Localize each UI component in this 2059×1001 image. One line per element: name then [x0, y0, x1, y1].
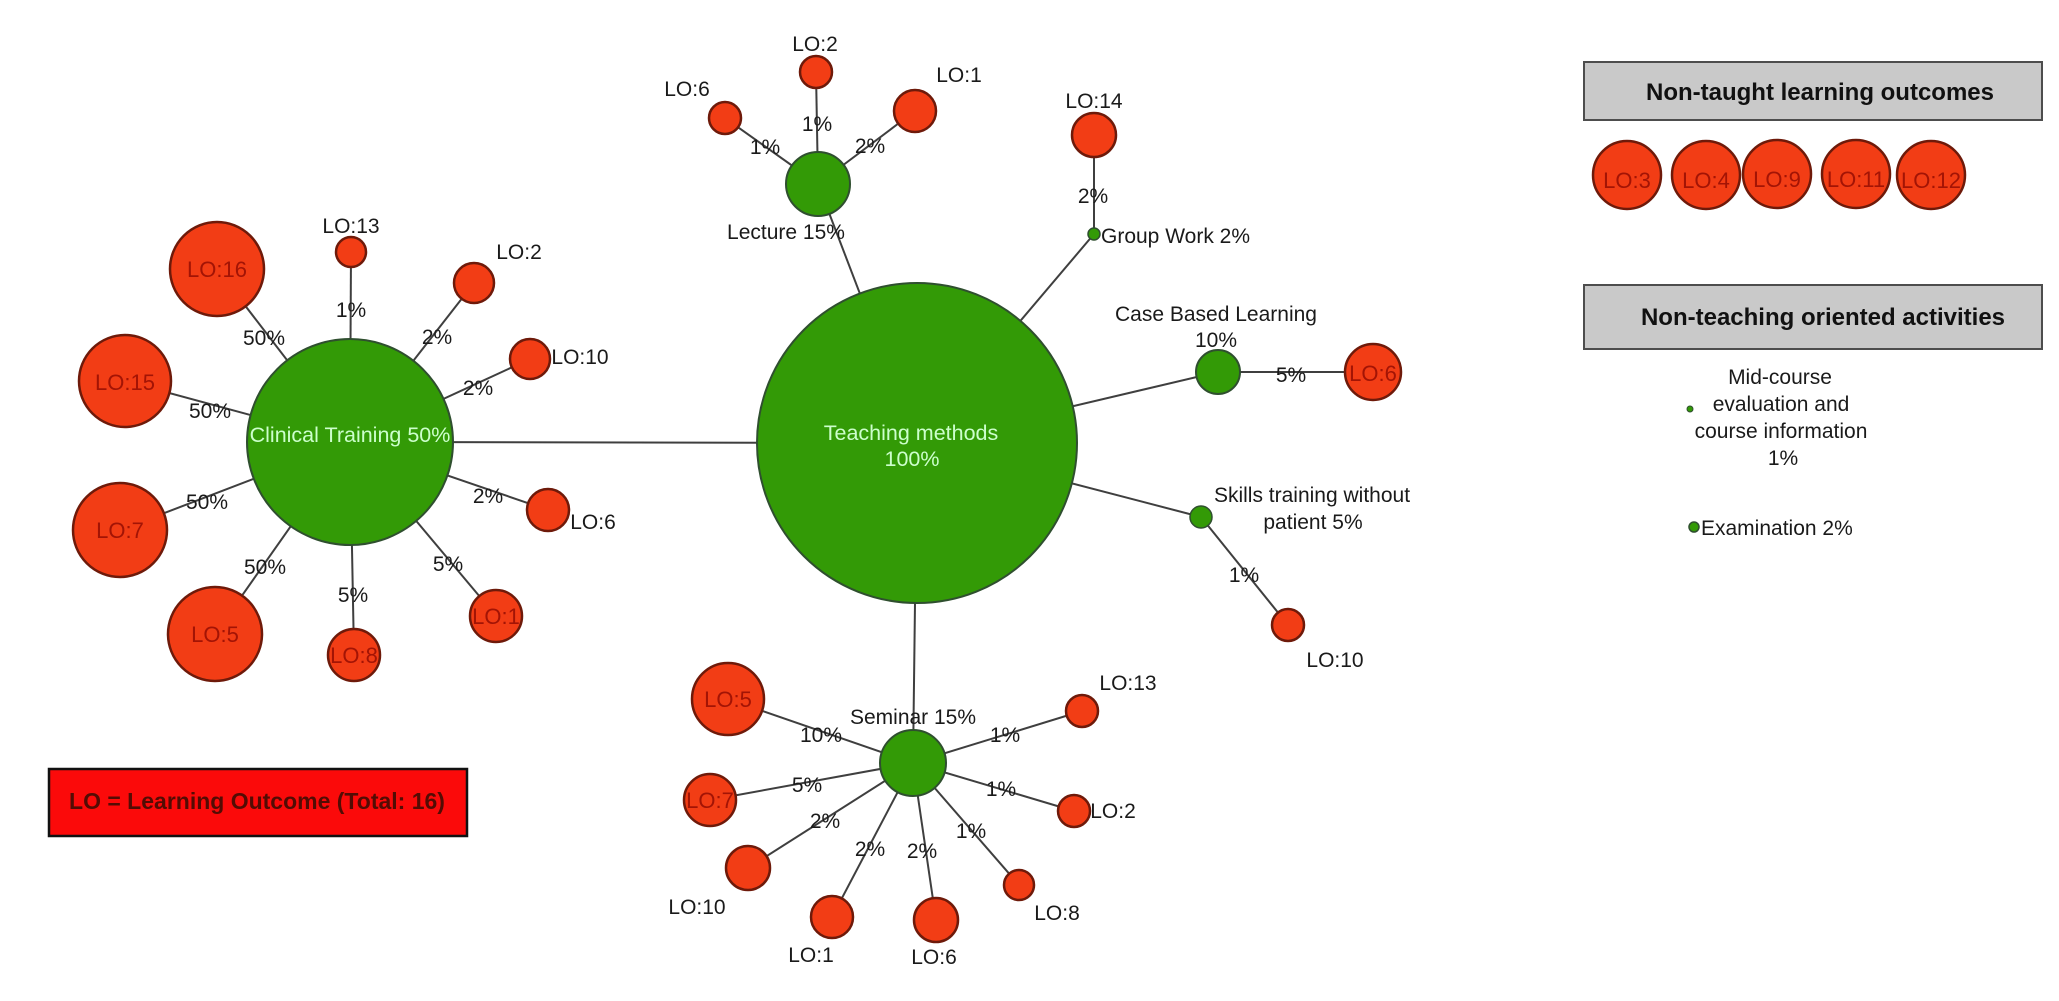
svg-text:1%: 1% — [986, 778, 1016, 801]
svg-text:50%: 50% — [243, 327, 285, 350]
svg-text:10%: 10% — [1195, 329, 1237, 352]
svg-text:50%: 50% — [244, 556, 286, 579]
svg-text:LO:7: LO:7 — [96, 518, 144, 543]
svg-text:patient 5%: patient 5% — [1263, 511, 1362, 534]
svg-text:LO:2: LO:2 — [1090, 800, 1136, 823]
svg-text:Examination 2%: Examination 2% — [1701, 517, 1853, 540]
svg-text:LO:16: LO:16 — [187, 257, 247, 282]
svg-text:2%: 2% — [1078, 185, 1108, 208]
svg-text:LO:12: LO:12 — [1901, 168, 1961, 193]
svg-text:2%: 2% — [463, 377, 493, 400]
svg-text:LO:1: LO:1 — [936, 64, 982, 87]
svg-text:50%: 50% — [189, 400, 231, 423]
svg-text:10%: 10% — [800, 724, 842, 747]
svg-text:LO:1: LO:1 — [788, 944, 834, 967]
svg-text:Skills training without: Skills training without — [1214, 484, 1410, 507]
svg-text:Lecture 15%: Lecture 15% — [727, 221, 845, 244]
svg-text:Non-taught learning outcomes: Non-taught learning outcomes — [1646, 79, 1994, 106]
svg-text:Case Based Learning: Case Based Learning — [1115, 303, 1317, 326]
svg-text:LO:9: LO:9 — [1753, 167, 1801, 192]
svg-text:LO:3: LO:3 — [1603, 168, 1651, 193]
svg-text:LO:6: LO:6 — [1349, 361, 1397, 386]
svg-text:LO:6: LO:6 — [570, 511, 616, 534]
svg-text:LO:8: LO:8 — [1034, 902, 1080, 925]
svg-text:LO:8: LO:8 — [330, 643, 378, 668]
svg-text:50%: 50% — [186, 491, 228, 514]
svg-text:2%: 2% — [810, 810, 840, 833]
svg-text:Non-teaching oriented activiti: Non-teaching oriented activities — [1641, 304, 2005, 331]
svg-text:LO:10: LO:10 — [1306, 649, 1363, 672]
svg-text:5%: 5% — [433, 553, 463, 576]
svg-text:LO:6: LO:6 — [911, 946, 957, 969]
svg-text:LO:6: LO:6 — [664, 78, 710, 101]
svg-text:1%: 1% — [1229, 564, 1259, 587]
svg-text:LO:11: LO:11 — [1827, 167, 1885, 192]
svg-text:LO:1: LO:1 — [472, 604, 520, 629]
svg-text:5%: 5% — [1276, 364, 1306, 387]
svg-text:1%: 1% — [336, 299, 366, 322]
svg-text:Clinical Training 50%: Clinical Training 50% — [250, 423, 451, 447]
svg-text:Mid-course: Mid-course — [1728, 366, 1832, 389]
svg-text:Group Work 2%: Group Work 2% — [1101, 225, 1250, 248]
svg-text:5%: 5% — [338, 584, 368, 607]
svg-text:LO:5: LO:5 — [704, 687, 752, 712]
svg-text:2%: 2% — [422, 326, 452, 349]
svg-text:LO:4: LO:4 — [1682, 168, 1730, 193]
svg-text:LO:10: LO:10 — [551, 346, 608, 369]
svg-text:Teaching methods: Teaching methods — [824, 421, 999, 445]
svg-text:LO:7: LO:7 — [686, 788, 734, 813]
svg-text:course information: course information — [1695, 420, 1868, 443]
svg-text:LO:13: LO:13 — [322, 215, 379, 238]
svg-text:evaluation and: evaluation and — [1713, 393, 1850, 416]
svg-text:Seminar 15%: Seminar 15% — [850, 706, 976, 729]
svg-text:100%: 100% — [885, 447, 940, 471]
svg-text:5%: 5% — [792, 774, 822, 797]
svg-text:1%: 1% — [750, 136, 780, 159]
svg-text:1%: 1% — [956, 820, 986, 843]
svg-text:LO = Learning Outcome (Total:: LO = Learning Outcome (Total: 16) — [69, 788, 445, 814]
svg-text:LO:15: LO:15 — [95, 370, 155, 395]
svg-text:2%: 2% — [855, 838, 885, 861]
svg-text:2%: 2% — [907, 840, 937, 863]
svg-text:1%: 1% — [802, 113, 832, 136]
svg-text:LO:13: LO:13 — [1099, 672, 1156, 695]
svg-text:1%: 1% — [1768, 447, 1798, 470]
svg-text:LO:2: LO:2 — [792, 33, 838, 56]
svg-text:2%: 2% — [473, 485, 503, 508]
svg-text:2%: 2% — [855, 135, 885, 158]
svg-text:LO:10: LO:10 — [668, 896, 725, 919]
svg-text:LO:5: LO:5 — [191, 622, 239, 647]
svg-text:LO:14: LO:14 — [1065, 90, 1123, 113]
svg-text:1%: 1% — [990, 724, 1020, 747]
svg-text:LO:2: LO:2 — [496, 241, 542, 264]
